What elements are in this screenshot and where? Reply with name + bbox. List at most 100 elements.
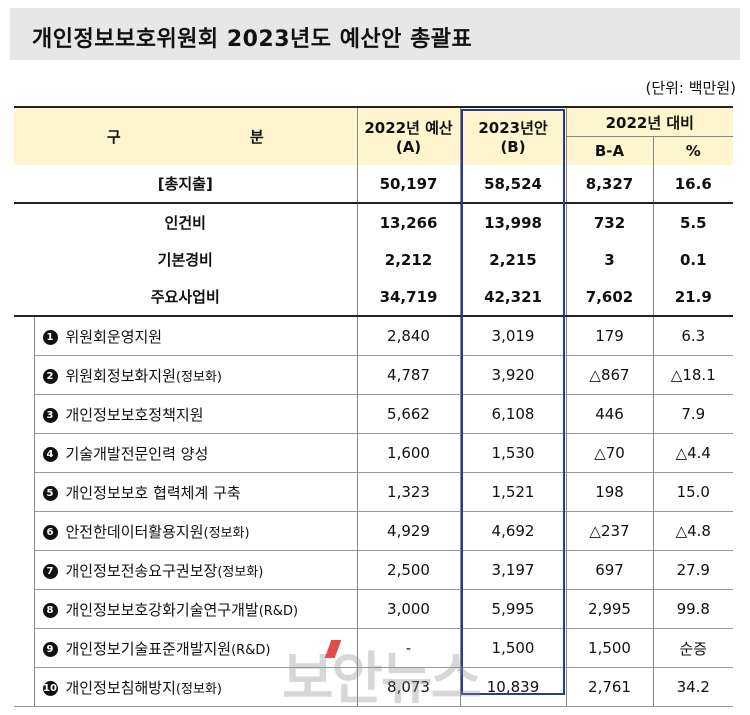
item-suffix: (정보화) [203,525,250,541]
summary-row: 기본경비 2,212 2,215 3 0.1 [14,241,734,278]
value-2023: 1,521 [459,472,567,512]
value-diff: 3 [565,241,654,278]
value-2023: 3,019 [459,315,567,356]
item-number-badge: 3 [42,407,58,423]
value-2022: - [356,628,461,668]
item-name-cell: 1 위원회운영지원 [33,315,358,356]
budget-table: 구 분 2022년 예산 (A) 2023년안 (B) 2022년 대비 B-A… [14,106,734,707]
value-2022: 13,266 [356,203,461,241]
value-pct: △18.1 [652,355,734,395]
summary-row: 인건비 13,266 13,998 732 5.5 [14,203,734,241]
item-name-cell: 8 개인정보보호강화기술연구개발(R&D) [33,589,358,629]
item-name-cell: 10 개인정보침해방지(정보화) [33,667,358,707]
row-label: [총지출] [14,165,358,204]
item-number-badge: 5 [42,485,58,501]
item-suffix: (R&D) [258,603,299,619]
value-2023: 4,692 [459,511,567,551]
item-label: 개인정보기술표준개발지원 [65,639,232,658]
value-diff: 198 [565,472,654,512]
item-row: 4 기술개발전문인력 양성 1,600 1,530 △70 △4.4 [14,433,734,473]
value-diff: 2,995 [565,589,654,629]
item-suffix: (R&D) [231,642,271,658]
item-number-badge: 9 [42,641,58,657]
value-diff: △70 [565,433,654,473]
item-label: 개인정보보호 협력체계 구축 [65,483,241,502]
value-2022: 3,000 [356,589,461,629]
item-suffix: (정보화) [175,681,222,697]
value-pct: 5.5 [652,203,734,241]
value-2022: 4,929 [356,511,461,551]
item-row: 3 개인정보보호정책지원 5,662 6,108 446 7.9 [14,394,734,434]
value-diff: 732 [565,203,654,241]
indent-cell [14,551,34,590]
item-number-badge: 6 [42,524,58,540]
indent-cell [14,316,34,356]
value-diff: △237 [565,511,654,551]
item-label: 위원회정보화지원 [65,366,176,385]
item-name-cell: 5 개인정보보호 협력체계 구축 [33,472,358,512]
header-col-b-line2: (B) [500,138,526,156]
value-2022: 8,073 [356,667,461,707]
item-row: 1 위원회운영지원 2,840 3,019 179 6.3 [14,315,734,356]
value-diff: 446 [565,394,654,434]
header-category: 구 분 [14,106,358,165]
value-pct: 0.1 [652,241,734,278]
item-number-badge: 10 [42,680,58,696]
value-2023: 3,197 [459,550,567,590]
value-pct: 순증 [652,628,734,668]
page-title: 개인정보보호위원회 2023년도 예산안 총괄표 [32,27,473,52]
indent-cell [14,473,34,512]
item-suffix: (정보화) [217,564,264,580]
value-pct: 6.3 [652,315,734,356]
value-pct: 15.0 [652,472,734,512]
value-diff: 7,602 [565,278,654,317]
value-pct: 27.9 [652,550,734,590]
item-number-badge: 7 [42,563,58,579]
item-label: 기술개발전문인력 양성 [65,444,209,463]
summary-row: 주요사업비 34,719 42,321 7,602 21.9 [14,278,734,317]
value-pct: △4.4 [652,433,734,473]
header-col-a: 2022년 예산 (A) [356,106,461,165]
header-col-b-line1: 2023년안 [478,119,548,137]
item-row: 6 안전한데이터활용지원(정보화) 4,929 4,692 △237 △4.8 [14,511,734,551]
item-name-cell: 6 안전한데이터활용지원(정보화) [33,511,358,551]
watermark: 보안뉴스 [282,647,482,712]
item-label: 개인정보보호정책지원 [65,405,204,424]
item-name-cell: 2 위원회정보화지원(정보화) [33,355,358,395]
value-2022: 1,323 [356,472,461,512]
value-2023: 6,108 [459,394,567,434]
header-diff: B-A [565,136,654,165]
value-pct: 7.9 [652,394,734,434]
value-diff: 8,327 [565,165,654,204]
item-label: 안전한데이터활용지원 [65,522,204,541]
header-col-a-line2: (A) [395,138,422,156]
item-label: 개인정보침해방지 [65,678,176,697]
unit-label: (단위: 백만원) [645,79,736,97]
value-diff: 697 [565,550,654,590]
value-2022: 2,840 [356,315,461,356]
value-2023: 58,524 [459,165,567,204]
item-name-cell: 4 기술개발전문인력 양성 [33,433,358,473]
value-2022: 2,212 [356,241,461,278]
value-2023: 13,998 [459,203,567,241]
title-bar: 개인정보보호위원회 2023년도 예산안 총괄표 [10,8,740,60]
value-2023: 3,920 [459,355,567,395]
item-row: 2 위원회정보화지원(정보화) 4,787 3,920 △867 △18.1 [14,355,734,395]
header-compare: 2022년 대비 [565,106,734,137]
header-col-b: 2023년안 (B) [459,106,567,165]
item-number-badge: 4 [42,446,58,462]
item-name-cell: 3 개인정보보호정책지원 [33,394,358,434]
value-2023: 2,215 [459,241,567,278]
row-label: 기본경비 [157,251,213,269]
item-name-cell: 9 개인정보기술표준개발지원(R&D) [33,628,358,668]
indent-cell [14,356,34,395]
value-diff: △867 [565,355,654,395]
indent-cell [14,434,34,473]
indent-cell [14,629,34,668]
value-pct: 16.6 [652,165,734,204]
item-row: 7 개인정보전송요구권보장(정보화) 2,500 3,197 697 27.9 [14,550,734,590]
item-number-badge: 1 [42,329,58,345]
indent-cell [14,395,34,434]
value-2023: 42,321 [459,278,567,317]
item-name-cell: 7 개인정보전송요구권보장(정보화) [33,550,358,590]
